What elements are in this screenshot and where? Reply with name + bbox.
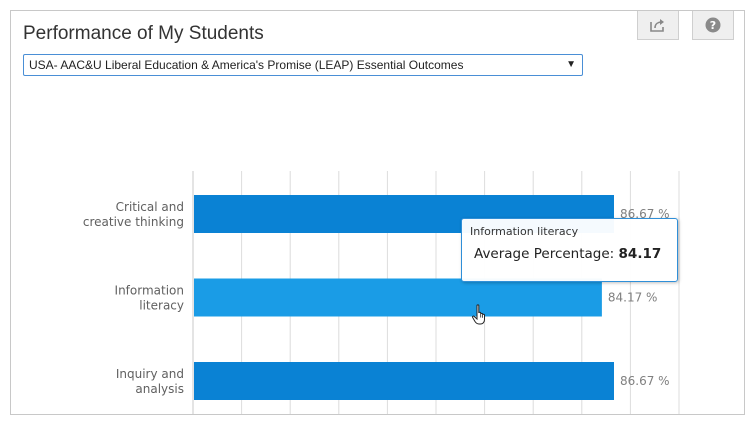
bar[interactable] bbox=[194, 362, 614, 400]
svg-text:?: ? bbox=[710, 19, 716, 32]
help-button[interactable]: ? bbox=[692, 11, 734, 40]
tooltip-metric-value: 84.17 bbox=[618, 246, 662, 262]
category-label: literacy bbox=[139, 299, 184, 313]
tooltip-series-name: Information literacy bbox=[470, 225, 579, 238]
outcome-set-select[interactable]: USA- AAC&U Liberal Education & America's… bbox=[23, 54, 583, 76]
share-icon bbox=[650, 19, 664, 32]
bar[interactable] bbox=[194, 278, 602, 317]
help-icon: ? bbox=[705, 17, 721, 33]
chart-tooltip: Information literacy Average Percentage:… bbox=[461, 218, 678, 282]
tooltip-metric-label: Average Percentage: bbox=[474, 246, 615, 262]
bar-value-label: 86.67 % bbox=[620, 374, 670, 388]
outcome-set-selected-label: USA- AAC&U Liberal Education & America's… bbox=[29, 58, 464, 72]
category-label: analysis bbox=[135, 382, 184, 396]
category-label: Inquiry and bbox=[116, 367, 184, 381]
bar-value-label: 84.17 % bbox=[608, 291, 658, 305]
performance-panel: Performance of My Students ? USA- AAC&U … bbox=[10, 10, 745, 415]
panel-title: Performance of My Students bbox=[23, 23, 264, 44]
hand-pointer-icon bbox=[471, 304, 485, 325]
share-button[interactable] bbox=[637, 11, 679, 40]
dropdown-arrow-icon: ▼ bbox=[566, 59, 576, 70]
category-label: Information bbox=[115, 284, 184, 298]
category-label: Critical and bbox=[116, 200, 184, 214]
bar-value-label: 86.67 % bbox=[620, 207, 670, 221]
category-label: creative thinking bbox=[83, 215, 184, 229]
